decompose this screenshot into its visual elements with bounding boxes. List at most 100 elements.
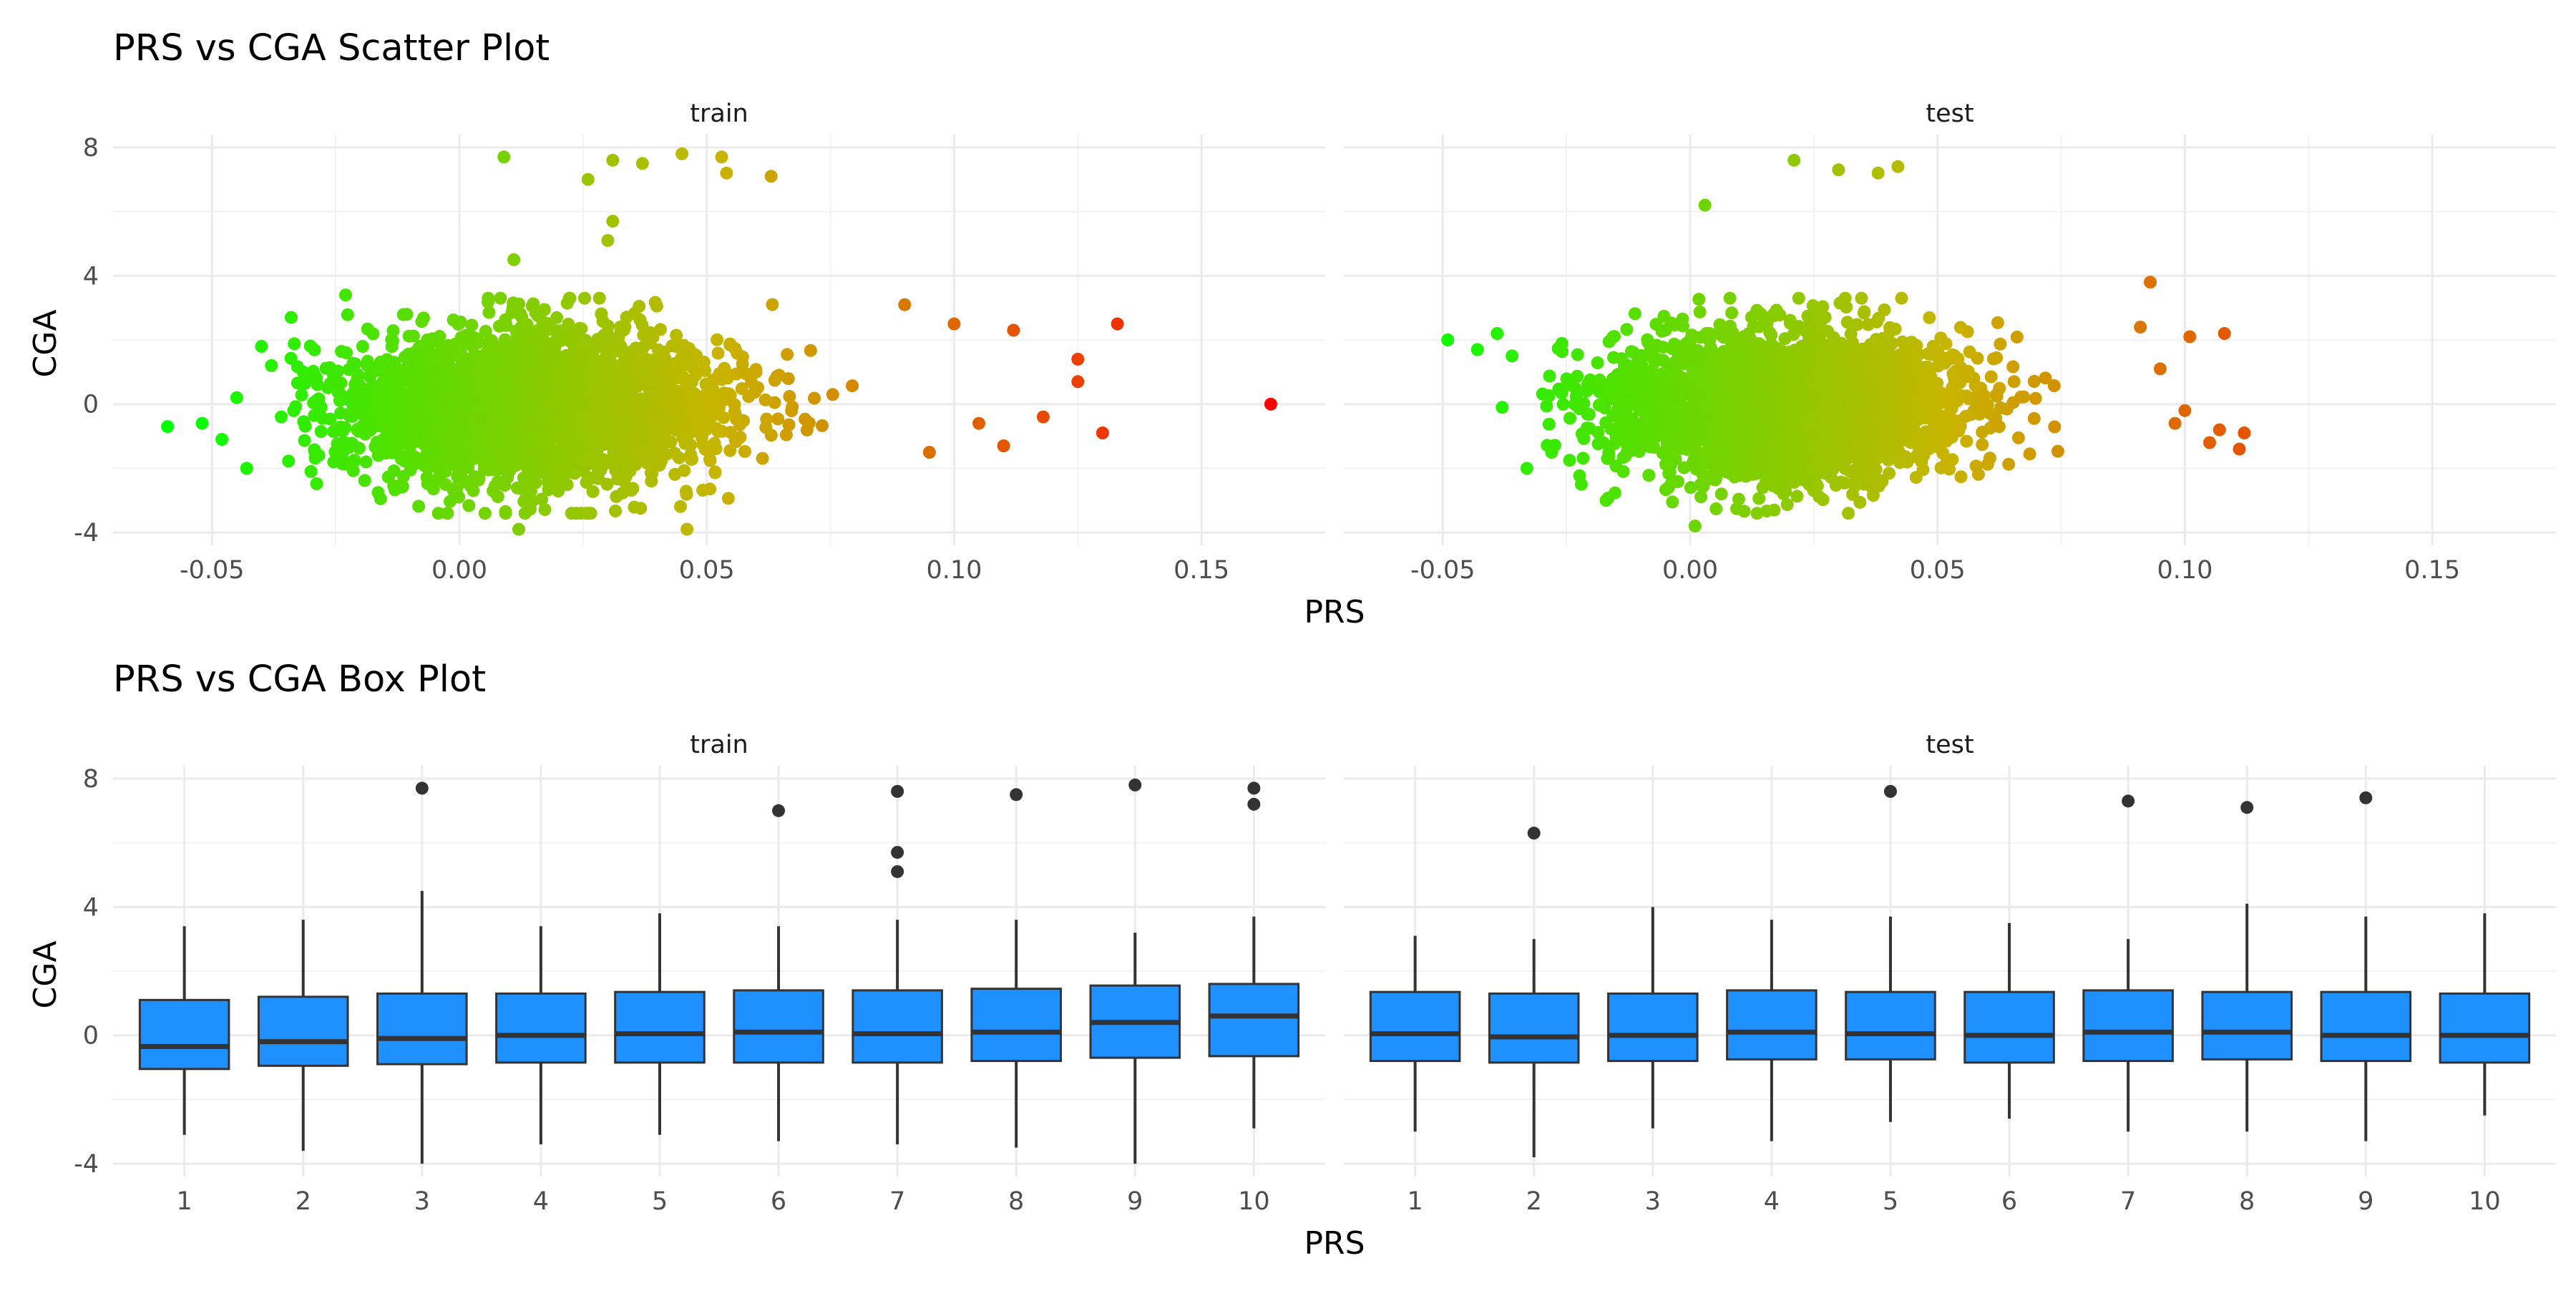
scatter-point — [1732, 493, 1745, 506]
scatter-point — [489, 428, 502, 441]
scatter-point — [1071, 353, 1084, 366]
scatter-point — [712, 425, 725, 438]
scatter-point — [1666, 495, 1679, 508]
scatter-point — [499, 313, 512, 326]
scatter-point — [479, 361, 492, 374]
scatter-point — [1552, 383, 1565, 396]
scatter-point — [499, 377, 512, 390]
scatter-point — [1694, 490, 1707, 503]
scatter-point — [1990, 389, 2003, 401]
scatter-point — [623, 346, 635, 359]
scatter-point — [769, 374, 781, 386]
scatter-point — [738, 445, 751, 458]
scatter-point — [544, 477, 557, 490]
scatter-point — [587, 485, 600, 498]
scatter-point — [1811, 479, 1824, 492]
scatter-point — [371, 486, 384, 499]
scatter-point — [711, 333, 723, 346]
scatter-point — [407, 330, 420, 343]
y-tick-label: 0 — [83, 391, 99, 419]
scatter-point — [597, 331, 610, 344]
scatter-point — [370, 364, 383, 376]
scatter-point — [2039, 371, 2052, 384]
scatter-point — [562, 318, 575, 331]
scatter-point — [2008, 375, 2021, 388]
scatter-point — [240, 462, 253, 474]
scatter-point — [826, 388, 839, 401]
scatter-point — [305, 465, 318, 478]
scatter-point — [1976, 438, 1989, 451]
scatter-point — [1817, 493, 1830, 506]
scatter-point — [340, 346, 353, 359]
scatter-point — [780, 429, 793, 442]
scatter-point — [1571, 370, 1584, 383]
scatter-point — [161, 420, 174, 433]
scatter-point — [633, 300, 645, 313]
scatter-point — [528, 444, 541, 457]
scatter-point — [1917, 463, 1930, 476]
scatter-point — [592, 391, 605, 404]
scatter-point — [288, 337, 301, 350]
scatter-point — [808, 392, 821, 405]
scatter-point — [512, 402, 525, 415]
scatter-point — [610, 343, 623, 356]
scatter-point — [352, 425, 365, 438]
scatter-point — [421, 447, 434, 459]
scatter-point — [1657, 310, 1670, 323]
scatter-point — [2051, 445, 2064, 458]
scatter-point — [341, 308, 354, 321]
scatter-point — [680, 523, 693, 536]
scatter-point — [781, 348, 794, 361]
scatter-point — [1694, 306, 1707, 318]
scatter-point — [540, 410, 552, 423]
scatter-point — [1606, 331, 1619, 344]
scatter-point — [1752, 492, 1765, 505]
scatter-point — [282, 454, 295, 467]
scatter-point — [723, 444, 736, 457]
scatter-point — [549, 395, 562, 408]
scatter-point — [722, 492, 735, 505]
scatter-point — [1647, 441, 1660, 454]
scatter-point — [327, 369, 340, 381]
scatter-point — [1970, 459, 1983, 472]
scatter-point — [665, 374, 678, 387]
scatter-point — [444, 411, 457, 424]
x-tick-label: 0.10 — [926, 556, 982, 585]
scatter-point — [637, 328, 650, 341]
scatter-point — [440, 436, 453, 449]
scatter-point — [1845, 328, 1858, 341]
scatter-point — [717, 411, 730, 424]
scatter-point — [670, 340, 683, 353]
scatter-point — [1651, 353, 1664, 366]
scatter-point — [315, 425, 328, 438]
scatter-point — [1981, 458, 1994, 471]
scatter-point — [846, 379, 859, 392]
scatter-point — [2011, 331, 2024, 344]
scatter-point — [1715, 487, 1728, 500]
scatter-point — [1961, 326, 1974, 338]
scatter-point — [723, 338, 736, 351]
scatter-point — [289, 400, 302, 413]
scatter-point — [1985, 371, 1998, 384]
scatter-point — [497, 150, 510, 163]
scatter-plot-section: PRS vs CGA Scatter Plot train test -0.05… — [27, 27, 2556, 630]
scatter-point — [625, 484, 638, 497]
scatter-point — [1896, 292, 1908, 305]
scatter-point — [601, 234, 614, 247]
scatter-point — [386, 340, 399, 353]
scatter-point — [387, 479, 400, 492]
scatter-point — [1659, 483, 1672, 496]
scatter-point — [396, 390, 409, 403]
scatter-point — [636, 157, 649, 170]
scatter-point — [718, 386, 731, 399]
scatter-point — [1111, 318, 1124, 331]
scatter-point — [512, 523, 525, 536]
scatter-point — [600, 366, 613, 379]
scatter-point — [1602, 450, 1615, 463]
scatter-point — [512, 307, 525, 320]
scatter-point — [1709, 502, 1722, 515]
